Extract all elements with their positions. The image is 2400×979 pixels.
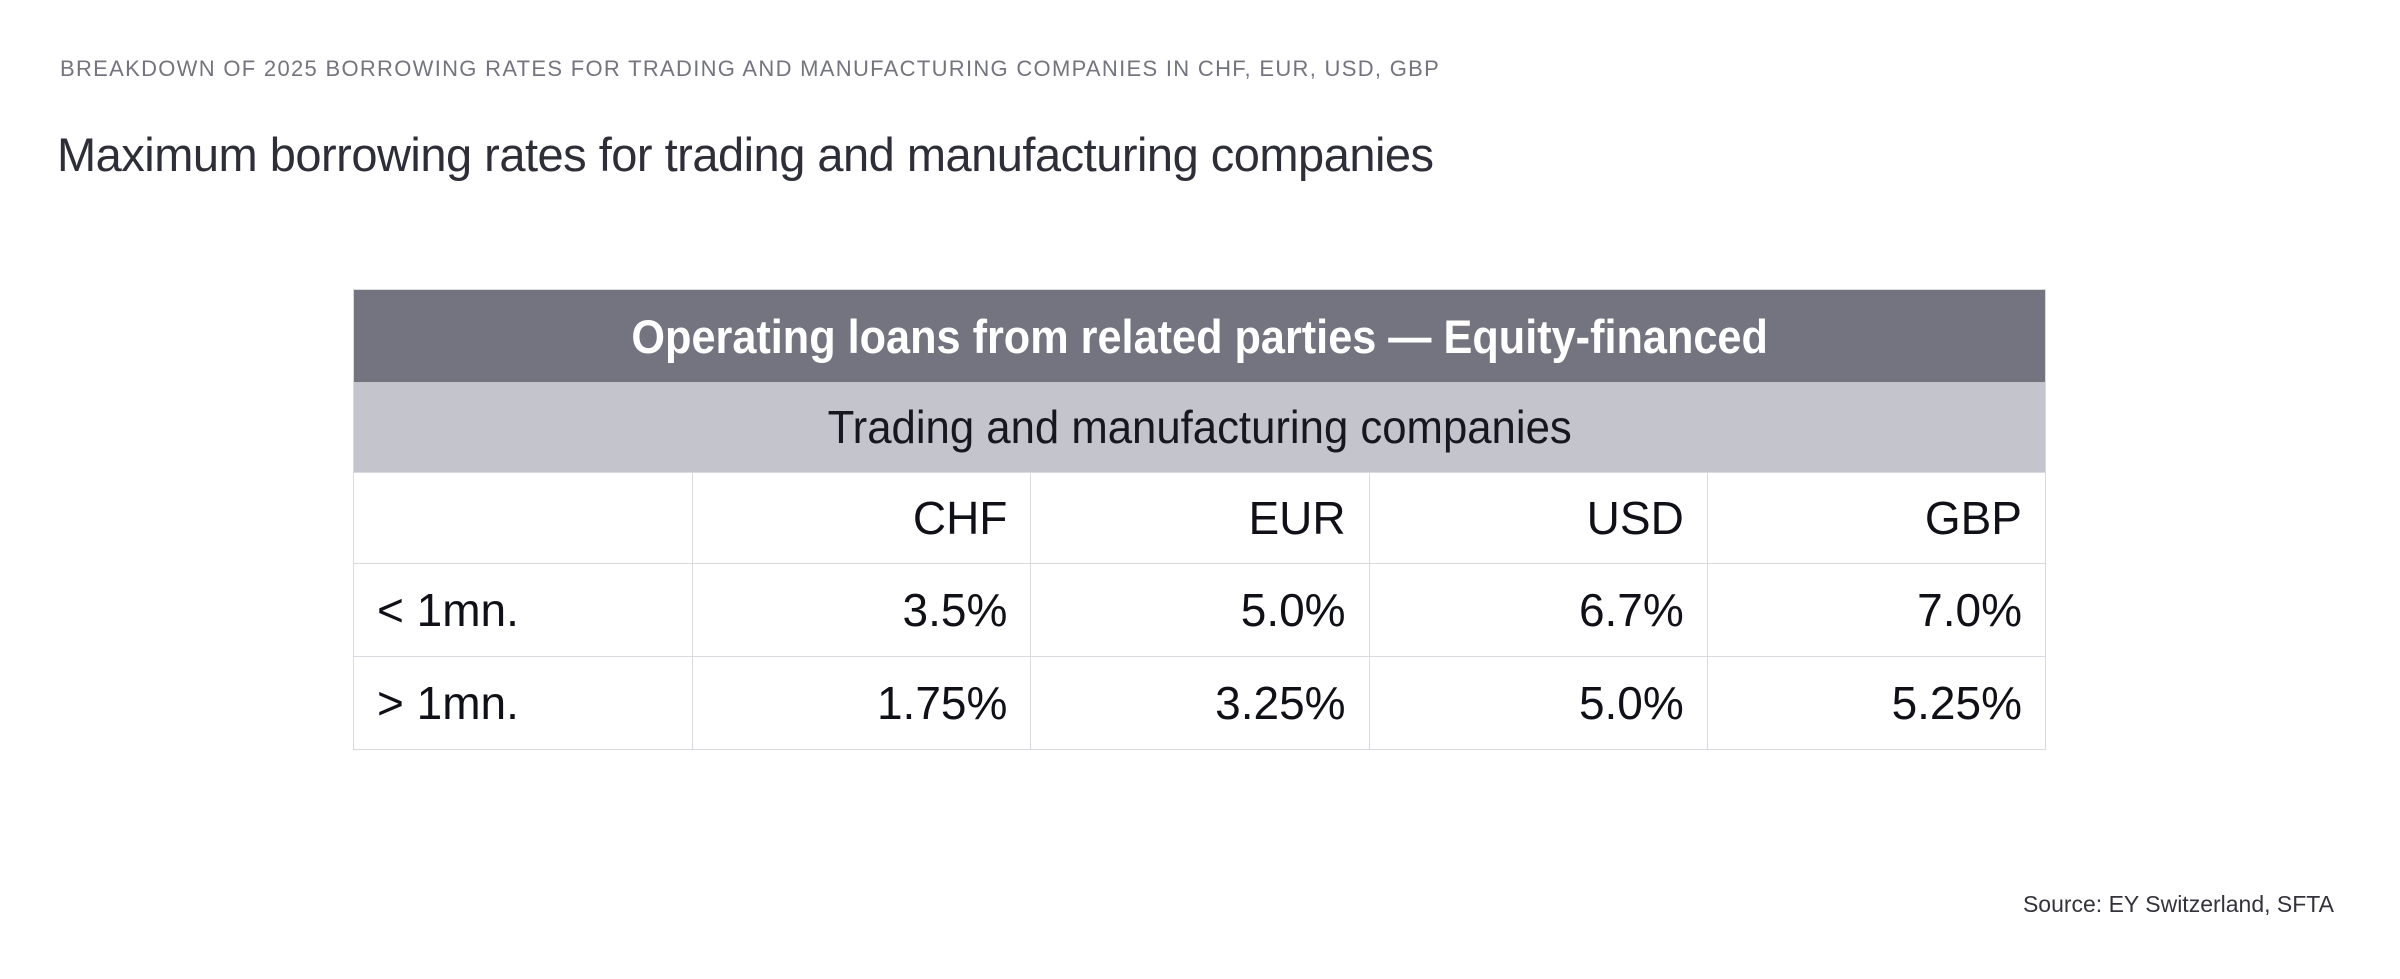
kicker-text: BREAKDOWN OF 2025 BORROWING RATES FOR TR… <box>60 56 1441 81</box>
table-header-label: Operating loans from related parties — E… <box>631 309 1768 363</box>
table-header-bar: Operating loans from related parties — E… <box>354 290 2045 382</box>
column-header-eur: EUR <box>1030 473 1368 563</box>
row-label: < 1mn. <box>377 584 519 636</box>
table-subheader-label: Trading and manufacturing companies <box>827 401 1572 453</box>
column-header-empty <box>354 473 692 563</box>
page-title: Maximum borrowing rates for trading and … <box>57 128 1434 182</box>
column-header-row: CHF EUR USD GBP <box>354 472 2045 563</box>
rate-cell-usd: 5.0% <box>1368 657 1707 749</box>
rate-cell-eur: 5.0% <box>1030 564 1368 656</box>
source-attribution: Source: EY Switzerland, SFTA <box>2022 891 2334 917</box>
rate-cell-chf: 3.5% <box>692 564 1030 656</box>
rates-table: Operating loans from related parties — E… <box>353 289 2046 750</box>
table-row: < 1mn. 3.5% 5.0% 6.7% 7.0% <box>354 563 2045 656</box>
rate-cell-chf: 1.75% <box>692 657 1030 749</box>
column-header-gbp: GBP <box>1706 473 2045 563</box>
rate-cell-gbp: 7.0% <box>1706 564 2045 656</box>
table-row: > 1mn. 1.75% 3.25% 5.0% 5.25% <box>354 656 2045 749</box>
rate-cell-gbp: 5.25% <box>1706 657 2045 749</box>
column-header-usd: USD <box>1368 473 1707 563</box>
column-header-chf: CHF <box>692 473 1030 563</box>
table-subheader-bar: Trading and manufacturing companies <box>354 382 2045 472</box>
rate-cell-eur: 3.25% <box>1030 657 1368 749</box>
rate-cell-usd: 6.7% <box>1368 564 1707 656</box>
row-label: > 1mn. <box>377 677 519 729</box>
